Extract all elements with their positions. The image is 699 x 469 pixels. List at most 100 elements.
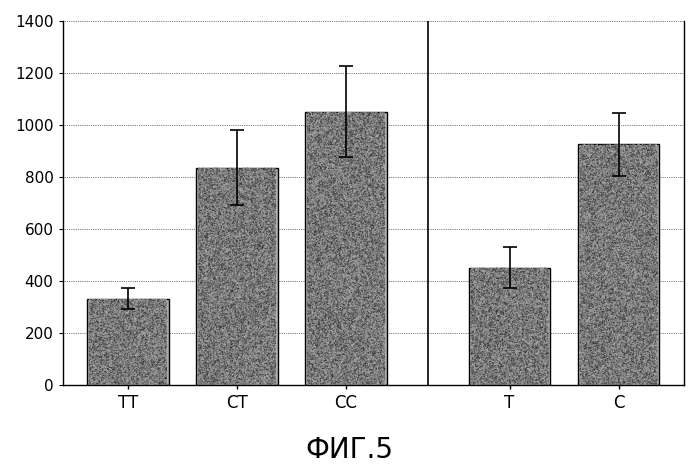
Point bbox=[321, 183, 332, 191]
Point bbox=[246, 219, 257, 227]
Point bbox=[361, 292, 372, 299]
Point bbox=[595, 345, 606, 353]
Point bbox=[252, 176, 263, 183]
Point bbox=[128, 367, 139, 375]
Point bbox=[489, 287, 500, 295]
Point bbox=[85, 346, 96, 354]
Point bbox=[148, 320, 159, 328]
Point bbox=[626, 269, 637, 277]
Point bbox=[199, 271, 210, 278]
Point bbox=[582, 233, 593, 241]
Point bbox=[493, 287, 504, 294]
Point bbox=[307, 128, 318, 136]
Point bbox=[584, 271, 595, 279]
Point bbox=[646, 222, 657, 230]
Point bbox=[600, 359, 612, 366]
Point bbox=[365, 184, 376, 192]
Point bbox=[345, 341, 356, 348]
Point bbox=[617, 276, 628, 283]
Point bbox=[471, 368, 482, 375]
Point bbox=[319, 285, 330, 292]
Point bbox=[345, 116, 356, 124]
Point bbox=[259, 232, 270, 240]
Point bbox=[96, 311, 107, 319]
Point bbox=[333, 245, 345, 252]
Point bbox=[646, 348, 657, 356]
Point bbox=[605, 197, 616, 204]
Point bbox=[582, 374, 593, 382]
Point bbox=[510, 323, 521, 330]
Point bbox=[311, 219, 322, 226]
Point bbox=[219, 278, 231, 286]
Point bbox=[338, 126, 349, 133]
Point bbox=[133, 307, 144, 314]
Point bbox=[639, 182, 650, 189]
Point bbox=[358, 194, 369, 201]
Point bbox=[591, 144, 602, 151]
Point bbox=[477, 363, 488, 370]
Point bbox=[609, 188, 620, 196]
Point bbox=[342, 377, 353, 385]
Point bbox=[267, 369, 278, 376]
Point bbox=[305, 363, 317, 371]
Point bbox=[230, 297, 241, 305]
Point bbox=[144, 299, 155, 306]
Point bbox=[351, 167, 362, 175]
Point bbox=[646, 298, 657, 305]
Point bbox=[615, 342, 626, 349]
Point bbox=[645, 297, 656, 304]
Point bbox=[202, 190, 213, 197]
Point bbox=[610, 224, 621, 231]
Point bbox=[474, 328, 485, 335]
Point bbox=[630, 369, 642, 377]
Point bbox=[620, 290, 631, 298]
Point bbox=[237, 351, 248, 358]
Point bbox=[538, 329, 549, 336]
Point bbox=[243, 239, 254, 246]
Point bbox=[244, 245, 255, 252]
Point bbox=[266, 293, 277, 300]
Point bbox=[533, 342, 545, 349]
Point bbox=[128, 370, 139, 378]
Point bbox=[310, 161, 321, 168]
Point bbox=[367, 164, 378, 172]
Point bbox=[247, 228, 259, 235]
Point bbox=[317, 341, 328, 349]
Point bbox=[113, 317, 124, 324]
Point bbox=[600, 363, 612, 371]
Point bbox=[542, 308, 554, 316]
Point bbox=[91, 316, 102, 324]
Point bbox=[646, 353, 657, 360]
Point bbox=[270, 371, 281, 378]
Point bbox=[237, 319, 248, 327]
Point bbox=[200, 235, 211, 243]
Point bbox=[529, 295, 540, 302]
Point bbox=[370, 139, 382, 147]
Point bbox=[475, 377, 487, 384]
Point bbox=[267, 362, 278, 369]
Point bbox=[502, 301, 513, 308]
Point bbox=[479, 274, 490, 281]
Point bbox=[329, 231, 340, 239]
Point bbox=[132, 376, 143, 383]
Point bbox=[309, 348, 320, 356]
Point bbox=[638, 188, 649, 195]
Point bbox=[223, 220, 234, 228]
Point bbox=[338, 364, 350, 372]
Point bbox=[613, 152, 624, 160]
Point bbox=[306, 183, 317, 191]
Point bbox=[127, 312, 138, 319]
Point bbox=[104, 325, 115, 332]
Point bbox=[351, 338, 362, 345]
Point bbox=[614, 212, 626, 219]
Point bbox=[466, 312, 477, 320]
Point bbox=[531, 325, 542, 333]
Point bbox=[586, 202, 598, 210]
Point bbox=[333, 366, 345, 374]
Point bbox=[326, 212, 338, 219]
Point bbox=[379, 305, 390, 313]
Point bbox=[647, 352, 658, 359]
Point bbox=[474, 299, 485, 307]
Point bbox=[509, 280, 520, 287]
Point bbox=[95, 324, 106, 332]
